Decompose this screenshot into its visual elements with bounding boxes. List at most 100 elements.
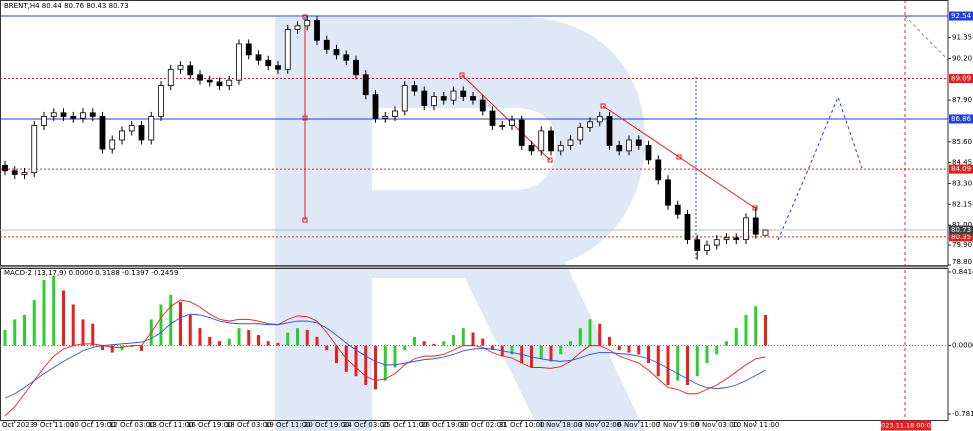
level-label-box [949, 74, 973, 84]
x-tick-label: 9 Oct 11:00 [33, 421, 74, 429]
x-tick-label: 30 Oct 02:00 [460, 421, 506, 429]
histogram-bar [588, 319, 592, 346]
histogram-bar [549, 345, 553, 362]
trendline [602, 105, 756, 209]
histogram-bar [734, 328, 738, 346]
candle-body [460, 90, 467, 97]
histogram-bar [13, 319, 17, 346]
projection-line [904, 15, 949, 61]
candle-body [41, 116, 47, 126]
candle-body [80, 112, 86, 119]
level-label: 92.54 [951, 12, 972, 20]
histogram-bar [169, 294, 173, 346]
histogram-bar [354, 345, 358, 377]
histogram-bar [335, 345, 338, 364]
drawing-handle [547, 157, 553, 163]
y2-tick-label: 0.0000 [952, 342, 973, 350]
x-tick-label: 16 Oct 19:00 [187, 421, 233, 429]
candle-body [674, 204, 681, 215]
histogram-bar [676, 345, 680, 381]
y-tick-label: 83.30 [952, 179, 972, 187]
x-tick-label: 18 Oct 03:00 [226, 421, 272, 429]
y-tick-label: 82.15 [952, 200, 972, 208]
low: 80.43 [86, 2, 106, 10]
histogram-bar [208, 336, 212, 346]
candle-body [119, 130, 125, 141]
x-tick-label: 19 Oct 11:00 [265, 421, 311, 429]
candle-body [411, 85, 418, 92]
y-tick-label: 79.90 [952, 241, 972, 249]
candle-body [733, 237, 740, 241]
histogram-bar [705, 345, 709, 364]
candle-body [518, 119, 525, 146]
candle-body [694, 239, 701, 251]
crosshair-time: 2023.11.18 00:00 [877, 422, 935, 430]
histogram-bar [715, 345, 719, 355]
histogram-bar [257, 335, 260, 346]
level-label: 84.09 [951, 165, 971, 173]
candle-body [2, 164, 8, 172]
candle-body [304, 19, 311, 27]
histogram-bar [725, 341, 728, 346]
level-label-box [949, 11, 973, 21]
candle-body [713, 239, 720, 246]
histogram-bar [198, 328, 202, 346]
candle-body [148, 116, 155, 141]
histogram-bar [666, 345, 670, 385]
y-tick-label: 81.00 [952, 221, 972, 229]
candle-body [294, 25, 301, 30]
candle-body [762, 229, 769, 236]
x-tick-label: 25 Oct 11:00 [382, 421, 428, 429]
level-label-box [949, 114, 973, 124]
x-tick-label: 6 Nov 11:00 [617, 421, 660, 429]
candle-body [362, 74, 369, 96]
histogram-bar [647, 345, 650, 364]
histogram-bar [383, 345, 387, 381]
candle-body [343, 54, 350, 61]
candle-body [431, 96, 437, 106]
histogram-bar [140, 345, 143, 351]
histogram-bar [539, 345, 543, 359]
histogram-bar [276, 342, 280, 346]
x-tick-label: 1 Nov 18:00 [539, 421, 582, 429]
candle-body [626, 139, 632, 152]
drawing-handle [600, 103, 606, 109]
histogram-bar [471, 332, 475, 346]
histogram-bar [569, 341, 572, 346]
histogram-bar [559, 345, 563, 355]
candle-body [167, 68, 174, 87]
histogram-bar [130, 345, 134, 348]
histogram-bar [432, 343, 436, 346]
chart-title: BRENT,H4 80.44 80.76 80.43 80.73 [4, 2, 129, 10]
candle-body [158, 85, 164, 117]
histogram-bar [91, 323, 95, 346]
x-tick-label: 12 Oct 03:00 [109, 421, 155, 429]
candle-body [655, 159, 662, 181]
histogram-bar [42, 279, 46, 346]
y-tick-label: 91.35 [952, 34, 972, 42]
candle-body [723, 237, 730, 241]
histogram-bar [608, 336, 611, 346]
candle-body [255, 54, 262, 61]
histogram-bar [637, 345, 641, 355]
histogram-bar [461, 328, 465, 346]
candle-body [557, 145, 564, 152]
histogram-bar [491, 345, 494, 350]
level-label: 80.35 [951, 233, 971, 241]
candle-body [509, 119, 515, 126]
histogram-bar [52, 275, 56, 346]
candle-body [645, 145, 652, 161]
candle-body [11, 170, 18, 175]
trendline [461, 74, 551, 161]
candle-body [421, 90, 428, 106]
candle-body [323, 39, 330, 50]
x-tick-label: 24 Oct 03:00 [343, 421, 389, 429]
level-label: 89.09 [951, 75, 971, 83]
candle-body [528, 145, 535, 152]
crosshair-time-box [881, 420, 931, 431]
histogram-bar [617, 345, 621, 350]
candle-body [265, 59, 272, 67]
x-tick-label: 3 Nov 02:00 [578, 421, 621, 429]
indicator-pane [0, 268, 949, 421]
histogram-bar [764, 314, 767, 346]
